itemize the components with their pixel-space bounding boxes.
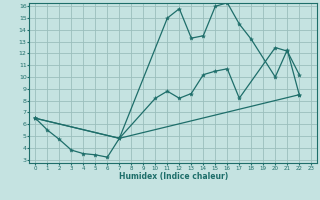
X-axis label: Humidex (Indice chaleur): Humidex (Indice chaleur) xyxy=(119,172,228,181)
